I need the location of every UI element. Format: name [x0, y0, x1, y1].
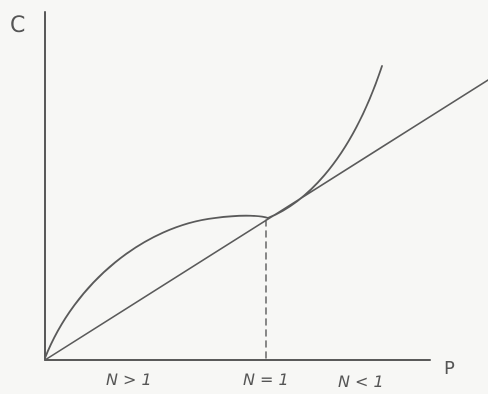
y-axis-label: C	[10, 13, 25, 38]
region-label-left: N > 1	[106, 370, 152, 389]
region-label-mid: N = 1	[243, 370, 289, 389]
x-axis-label: P	[444, 358, 455, 379]
region-label-right: N < 1	[338, 372, 384, 391]
cost-curve	[44, 65, 383, 359]
